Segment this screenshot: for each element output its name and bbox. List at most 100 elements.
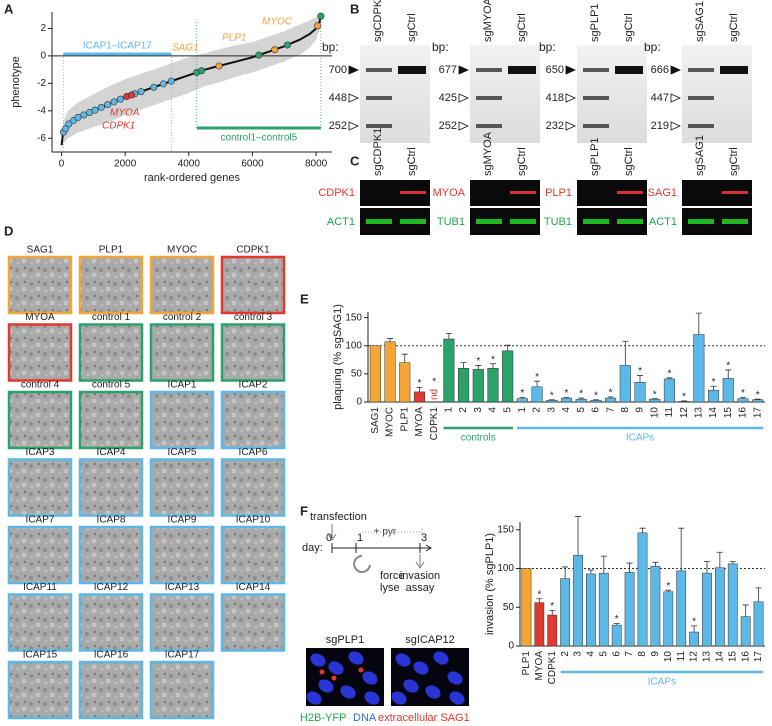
error-bar [729, 561, 736, 564]
blot-label: SAG1 [648, 187, 677, 199]
bar [727, 563, 738, 647]
nucleus [328, 661, 344, 675]
plaque-image [78, 525, 144, 585]
micrograph-label: sgPLP1 [326, 634, 365, 646]
highlight-point [271, 46, 279, 54]
x-tick-label: 2000 [114, 159, 137, 170]
error-bar [536, 598, 543, 603]
blot-label: TUB1 [544, 216, 572, 228]
x-tick-label: MYOA [534, 651, 545, 681]
x-tick-label: 1 [517, 407, 528, 413]
bar [384, 341, 396, 403]
bar [443, 338, 455, 403]
lane-label: sgCtrl [516, 13, 528, 42]
arrow [327, 524, 337, 541]
group-label: ICAPs [648, 677, 676, 688]
y-tick-label: 100 [497, 563, 514, 574]
plaque-image [149, 593, 215, 652]
lane-label: sgCtrl [728, 147, 740, 176]
x-tick-label: 5 [502, 407, 513, 413]
x-tick-label: 6000 [241, 159, 264, 170]
nucleus [306, 691, 322, 705]
marker-label: 252 [439, 120, 457, 132]
x-tick-label: 9 [635, 407, 646, 413]
marker-arrow [670, 65, 681, 75]
highlight-point [65, 120, 73, 128]
plaque-label: control 4 [21, 380, 60, 391]
plaque-label: ICAP2 [239, 380, 268, 391]
band [476, 68, 502, 72]
highlight-point [110, 98, 118, 106]
lane-label: sgSAG1 [694, 1, 706, 42]
bar [611, 624, 622, 647]
x-tick-label: 2 [560, 651, 571, 657]
significance: * [537, 589, 541, 600]
error-bar [563, 397, 570, 399]
error-bar [387, 338, 394, 342]
nucleus [362, 671, 378, 685]
error-bar [575, 516, 582, 556]
band [583, 124, 609, 128]
annotation: CDPK1 [102, 121, 135, 132]
plaque-label: ICAP17 [165, 650, 200, 661]
highlight-point [150, 83, 158, 91]
nucleus [433, 651, 449, 665]
nucleus [364, 691, 380, 705]
bar [534, 602, 545, 647]
bar [521, 568, 532, 647]
error-bar [742, 604, 749, 617]
timeline-text: day: [302, 542, 323, 554]
bar [487, 368, 499, 403]
panel-label: C [350, 153, 360, 168]
lane-label: sgCtrl [728, 13, 740, 42]
x-tick-label: 17 [752, 407, 763, 419]
y-tick-label: -6 [37, 133, 46, 144]
bar [702, 572, 712, 647]
marker-label: 447 [651, 92, 669, 104]
band [688, 68, 714, 72]
plaque-label: ICAP11 [23, 582, 57, 593]
x-tick-label: 2 [532, 407, 543, 413]
significance: * [692, 616, 696, 627]
signal [583, 219, 609, 224]
error-bar [681, 400, 688, 402]
plaque-image [78, 390, 144, 450]
significance: * [418, 378, 422, 389]
band [366, 96, 392, 100]
x-tick-label: 4 [488, 407, 499, 413]
legend-text: DNA [353, 712, 377, 724]
bp-label: bp: [539, 40, 556, 54]
band [366, 68, 392, 72]
marker-label: 650 [546, 64, 564, 76]
parasite [331, 675, 337, 681]
error-bar [637, 375, 644, 383]
plaque-label: ICAP4 [97, 447, 126, 458]
x-tick-label: MYOC [385, 407, 396, 437]
marker-label: 232 [546, 120, 564, 132]
error-bar [739, 397, 746, 399]
y-tick-label: 50 [351, 369, 363, 380]
plaque-image [220, 593, 286, 652]
nucleus [318, 679, 334, 693]
significance: * [535, 372, 539, 383]
panel-label: A [4, 1, 14, 16]
bar [722, 378, 734, 403]
arrow [415, 554, 425, 569]
x-tick-label: 4 [561, 407, 572, 413]
marker-label: 219 [651, 120, 669, 132]
highlight-point [198, 67, 206, 75]
signal [617, 191, 643, 194]
lane-label: sgCtrl [623, 147, 635, 176]
nucleus [403, 679, 419, 693]
x-tick-label: 15 [727, 651, 738, 663]
bar [707, 389, 720, 403]
x-tick-label: 15 [723, 407, 734, 419]
error-bar [460, 362, 467, 369]
plaque-image [7, 525, 73, 585]
significance: * [550, 601, 554, 612]
y-tick-label: 150 [345, 312, 362, 323]
plaque-image [7, 593, 73, 652]
bar [714, 567, 725, 647]
highlight-point [80, 111, 88, 119]
plaque-label: ICAP15 [23, 650, 58, 661]
